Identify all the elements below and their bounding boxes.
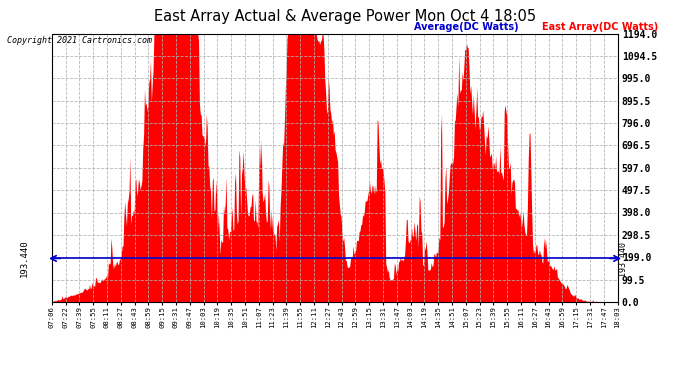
Text: 193.440: 193.440 (618, 241, 627, 276)
Text: East Array Actual & Average Power Mon Oct 4 18:05: East Array Actual & Average Power Mon Oc… (154, 9, 536, 24)
Text: 193.440: 193.440 (20, 240, 29, 277)
Text: East Array(DC Watts): East Array(DC Watts) (542, 22, 658, 33)
Text: Copyright 2021 Cartronics.com: Copyright 2021 Cartronics.com (7, 36, 152, 45)
Text: Average(DC Watts): Average(DC Watts) (414, 22, 519, 33)
